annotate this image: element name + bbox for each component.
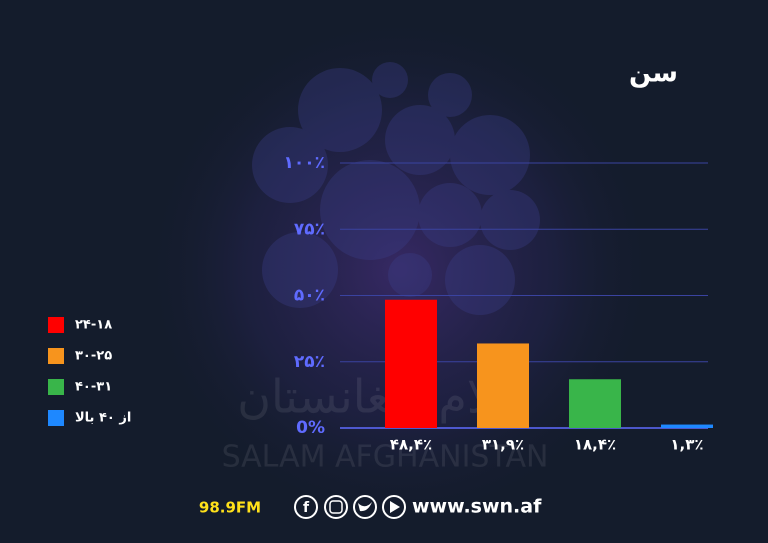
watermark: SALAM AFGHANISTAN	[222, 440, 549, 475]
bar	[661, 424, 713, 428]
legend-label: ۴۰-۳۱	[75, 380, 112, 395]
bubbles	[252, 62, 540, 315]
y-tick-label: ۵۰٪	[294, 286, 325, 306]
legend-swatch	[48, 379, 64, 395]
website: www.swn.af	[412, 496, 542, 518]
y-tick-label: ۷۵٪	[294, 219, 325, 239]
bar	[477, 343, 529, 428]
legend-label: ۳۰-۲۵	[75, 349, 112, 364]
y-tick-label: ۱۰۰٪	[283, 153, 325, 173]
value-label: ۱,۳٪	[670, 436, 703, 454]
svg-text:f: f	[303, 500, 310, 516]
bar	[385, 299, 437, 428]
y-tick-label: 0%	[296, 418, 325, 438]
social-icons	[294, 495, 406, 519]
legend-swatch	[48, 410, 64, 426]
bar	[569, 379, 621, 428]
legend-swatch	[48, 348, 64, 364]
legend-label: از ۴۰ بالا	[75, 411, 131, 426]
value-label: ۴۸,۴٪	[390, 436, 432, 454]
value-label: ۳۱,۹٪	[482, 436, 524, 454]
value-label: ۱۸,۴٪	[574, 436, 616, 454]
radio: 98.9FM	[199, 499, 261, 517]
glow	[140, 10, 660, 530]
legend-label: ۲۴-۱۸	[75, 318, 112, 333]
chart-title: سن	[629, 59, 678, 89]
social-glyphs: f	[303, 500, 400, 516]
y-tick-label: ۲۵٪	[294, 352, 325, 372]
legend-swatch	[48, 317, 64, 333]
